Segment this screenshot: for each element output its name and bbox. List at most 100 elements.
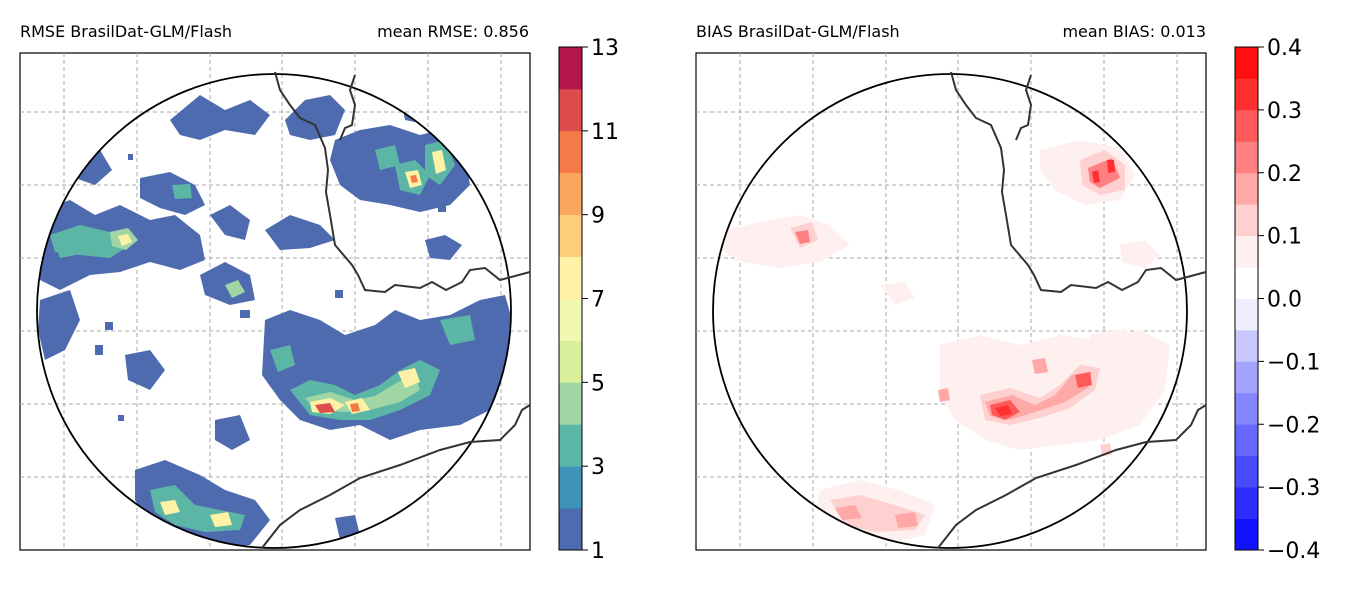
bias-contour — [835, 505, 862, 520]
rmse-colorbar-levels — [559, 47, 582, 551]
rmse-speck — [438, 205, 446, 212]
rmse-colorbar-level — [559, 88, 582, 132]
bias-colorbar-tick-label: 0.2 — [1267, 162, 1302, 187]
rmse-contour — [118, 234, 132, 246]
rmse-contour — [285, 95, 345, 140]
rmse-contour — [55, 240, 76, 258]
bias-colorbar-tick-label: −0.1 — [1267, 350, 1320, 375]
rmse-colorbar-tick-label: 9 — [591, 204, 605, 229]
rmse-speck — [95, 345, 103, 355]
rmse-contour — [215, 415, 250, 450]
rmse-contour — [440, 315, 475, 345]
bias-contour — [1120, 240, 1160, 268]
rmse-contour — [210, 205, 250, 240]
bias-state-border — [1015, 74, 1033, 141]
rmse-colorbar-tick-label: 11 — [591, 120, 619, 145]
bias-colorbar-level — [1235, 172, 1258, 205]
rmse-colorbar-level — [559, 424, 582, 467]
rmse-colorbar-level — [559, 508, 582, 551]
rmse-coastline — [261, 404, 531, 549]
rmse-speck — [335, 290, 343, 298]
bias-colorbar-levels — [1235, 47, 1258, 551]
rmse-borders — [261, 71, 531, 549]
bias-contour — [995, 405, 1012, 416]
rmse-colorbar-level — [559, 298, 582, 341]
bias-colorbar-level — [1235, 518, 1258, 551]
rmse-contour — [395, 325, 430, 350]
rmse-contour — [225, 280, 245, 298]
bias-colorbar-level — [1235, 329, 1258, 362]
bias-colorbar-level — [1235, 235, 1258, 268]
rmse-colorbar-tick-label: 5 — [591, 371, 605, 396]
bias-mean-label: mean BIAS: 0.013 — [1062, 22, 1206, 41]
bias-colorbar-level — [1235, 298, 1258, 331]
rmse-state-border — [339, 74, 357, 141]
rmse-state-border — [274, 71, 531, 294]
bias-contour — [795, 230, 810, 244]
bias-contour — [880, 282, 915, 305]
bias-colorbar-level — [1235, 47, 1258, 79]
rmse-colorbar-level — [559, 382, 582, 425]
rmse-colorbar-tick-label: 7 — [591, 288, 605, 313]
rmse-colorbar-level — [559, 214, 582, 257]
bias-colorbar-level — [1235, 141, 1258, 174]
bias-colorbar-tick-label: 0.4 — [1267, 36, 1302, 61]
bias-colorbar-level — [1235, 78, 1258, 111]
bias-colorbar-tick-label: 0.3 — [1267, 99, 1302, 124]
bias-colorbar-level — [1235, 204, 1258, 237]
rmse-panel: RMSE BrasilDat-GLM/Flash mean RMSE: 0.85… — [19, 22, 619, 564]
rmse-colorbar-tick-label: 3 — [591, 455, 605, 480]
rmse-contour — [398, 368, 420, 388]
rmse-colorbar-level — [559, 130, 582, 174]
rmse-colorbar-level — [559, 256, 582, 299]
rmse-contour — [125, 350, 165, 390]
bias-colorbar-level — [1235, 392, 1258, 425]
rmse-contour — [170, 95, 270, 140]
rmse-contour — [425, 235, 462, 260]
rmse-title: RMSE BrasilDat-GLM/Flash — [20, 22, 232, 41]
bias-contour — [722, 215, 850, 268]
bias-axes-frame — [695, 52, 1207, 551]
rmse-colorbar-level — [559, 466, 582, 509]
rmse-contour — [38, 290, 80, 360]
rmse-colorbar-level — [559, 172, 582, 216]
bias-colorbar: −0.4 −0.3 −0.2 −0.1 0.0 0.1 0.2 0.3 0.4 — [1234, 36, 1320, 564]
rmse-colorbar-tick-label: 13 — [591, 36, 619, 61]
bias-colorbar-level — [1235, 267, 1258, 299]
rmse-contour — [160, 500, 180, 515]
bias-coastline — [937, 404, 1207, 549]
rmse-axes-frame — [19, 52, 531, 551]
bias-domain-circle — [712, 73, 1188, 549]
rmse-speck — [128, 154, 133, 160]
bias-panel: BIAS BrasilDat-GLM/Flash mean BIAS: 0.01… — [695, 22, 1320, 564]
rmse-mean-label: mean RMSE: 0.856 — [377, 22, 529, 41]
bias-contour — [1092, 170, 1100, 183]
bias-contour — [1107, 160, 1115, 173]
rmse-contour — [375, 145, 400, 170]
rmse-contour — [270, 345, 295, 372]
rmse-contour — [172, 184, 192, 199]
rmse-colorbar-tick-label: 1 — [591, 539, 605, 564]
rmse-contour — [410, 175, 418, 183]
rmse-speck — [118, 415, 124, 421]
rmse-contour — [315, 403, 335, 413]
rmse-speck — [105, 322, 113, 330]
bias-contour — [1075, 372, 1092, 388]
rmse-contour — [200, 262, 255, 305]
bias-colorbar-ticks: −0.4 −0.3 −0.2 −0.1 0.0 0.1 0.2 0.3 0.4 — [1258, 36, 1320, 564]
bias-state-border — [950, 71, 1207, 294]
rmse-contour — [140, 172, 205, 215]
rmse-speck — [240, 310, 250, 318]
rmse-colorbar-level — [559, 47, 582, 90]
bias-contour — [1032, 358, 1048, 374]
bias-colorbar-tick-label: 0.0 — [1267, 288, 1302, 313]
rmse-contour — [432, 150, 446, 174]
bias-contour — [938, 388, 950, 402]
rmse-domain-circle — [36, 73, 512, 549]
bias-colorbar-tick-label: −0.3 — [1267, 476, 1320, 501]
rmse-contour — [350, 403, 360, 412]
bias-colorbar-level — [1235, 361, 1258, 394]
